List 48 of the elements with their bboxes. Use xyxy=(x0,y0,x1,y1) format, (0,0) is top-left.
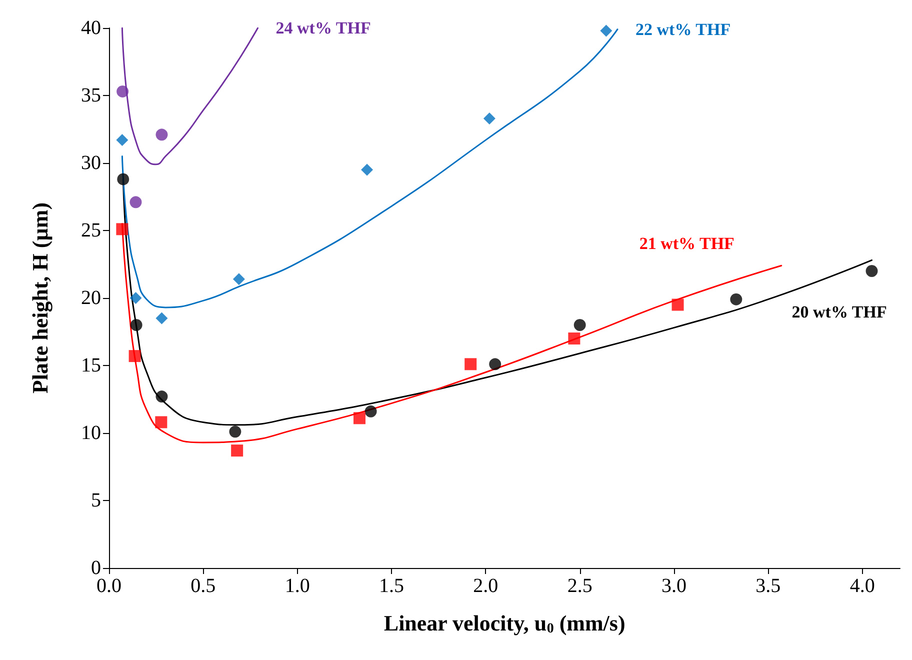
point xyxy=(116,223,128,236)
y-tick-label: 25 xyxy=(81,220,101,242)
x-tick-label: 2.0 xyxy=(473,575,498,597)
point xyxy=(231,444,244,457)
point xyxy=(568,332,580,344)
y-tick-label: 5 xyxy=(91,490,101,512)
y-tick-label: 15 xyxy=(81,354,101,376)
y-tick-label: 20 xyxy=(81,287,101,309)
point xyxy=(130,319,142,331)
point xyxy=(464,358,477,370)
point xyxy=(156,312,168,324)
x-tick-label: 4.0 xyxy=(850,575,875,597)
point xyxy=(117,173,130,186)
x-tick-label: 2.5 xyxy=(567,575,592,597)
y-tick-label: 35 xyxy=(81,84,101,106)
x-tick-label: 1.5 xyxy=(379,575,404,597)
point xyxy=(232,273,245,286)
point xyxy=(364,405,377,418)
series-label: 20 wt% THF xyxy=(792,302,887,322)
y-tick-label: 40 xyxy=(81,17,101,39)
series-label: 24 wt% THF xyxy=(276,18,371,38)
y-axis-title: Plate height, H (µm) xyxy=(28,202,52,394)
x-tick-label: 3.5 xyxy=(756,575,781,597)
point xyxy=(489,358,502,370)
point xyxy=(128,350,141,362)
point xyxy=(130,196,142,208)
point xyxy=(672,298,684,311)
point xyxy=(155,416,168,428)
point xyxy=(574,319,586,331)
point xyxy=(483,112,496,124)
point xyxy=(130,292,142,304)
x-tick-label: 0.5 xyxy=(190,575,216,597)
point xyxy=(116,134,128,146)
point xyxy=(156,128,168,141)
point xyxy=(361,164,374,176)
y-tick-label: 10 xyxy=(81,422,101,444)
point xyxy=(229,426,242,438)
point xyxy=(156,390,168,403)
series-label: 22 wt% THF xyxy=(636,20,731,39)
point xyxy=(730,293,742,306)
point xyxy=(600,24,612,37)
x-tick-label: 3.0 xyxy=(662,575,686,597)
point xyxy=(866,265,878,277)
series-label: 21 wt% THF xyxy=(639,234,734,254)
y-tick-label: 30 xyxy=(81,152,101,174)
x-tick-label: 1.0 xyxy=(284,575,310,597)
point xyxy=(353,412,366,424)
point xyxy=(116,85,129,98)
